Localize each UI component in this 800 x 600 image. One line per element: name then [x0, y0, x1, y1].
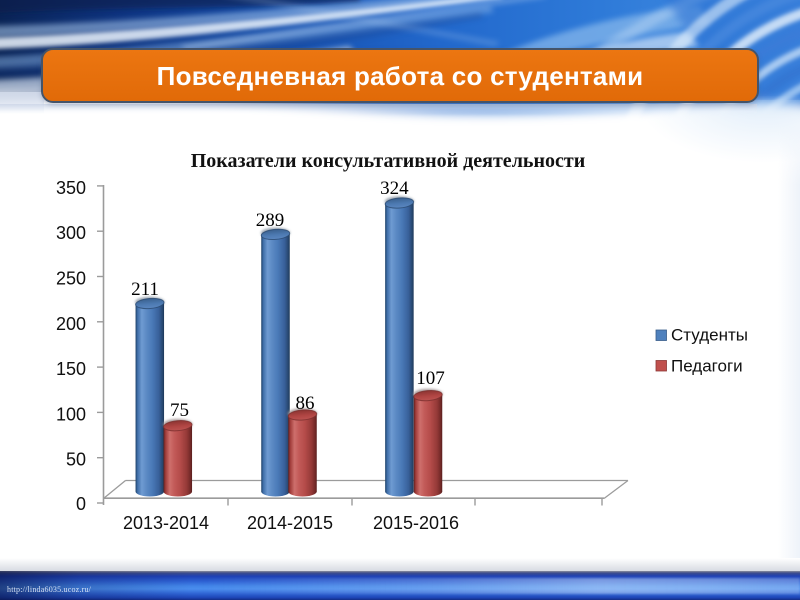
svg-text:211: 211: [131, 279, 159, 300]
svg-text:Показатели консультативной дея: Показатели консультативной деятельности: [191, 150, 585, 172]
svg-text:324: 324: [380, 178, 409, 199]
svg-text:350: 350: [56, 178, 86, 198]
svg-text:Студенты: Студенты: [671, 326, 748, 345]
svg-text:2015-2016: 2015-2016: [373, 513, 459, 533]
svg-text:300: 300: [56, 223, 86, 243]
svg-text:250: 250: [56, 269, 86, 289]
svg-text:50: 50: [66, 450, 86, 470]
svg-text:107: 107: [416, 368, 445, 389]
svg-text:86: 86: [296, 393, 315, 414]
svg-text:Педагоги: Педагоги: [671, 357, 743, 376]
svg-text:2014-2015: 2014-2015: [247, 513, 333, 533]
svg-text:289: 289: [256, 210, 285, 231]
svg-text:150: 150: [56, 359, 86, 379]
svg-text:100: 100: [56, 405, 86, 425]
svg-text:75: 75: [170, 400, 189, 421]
svg-text:2013-2014: 2013-2014: [123, 513, 209, 533]
svg-text:0: 0: [76, 494, 86, 514]
svg-text:200: 200: [56, 314, 86, 334]
